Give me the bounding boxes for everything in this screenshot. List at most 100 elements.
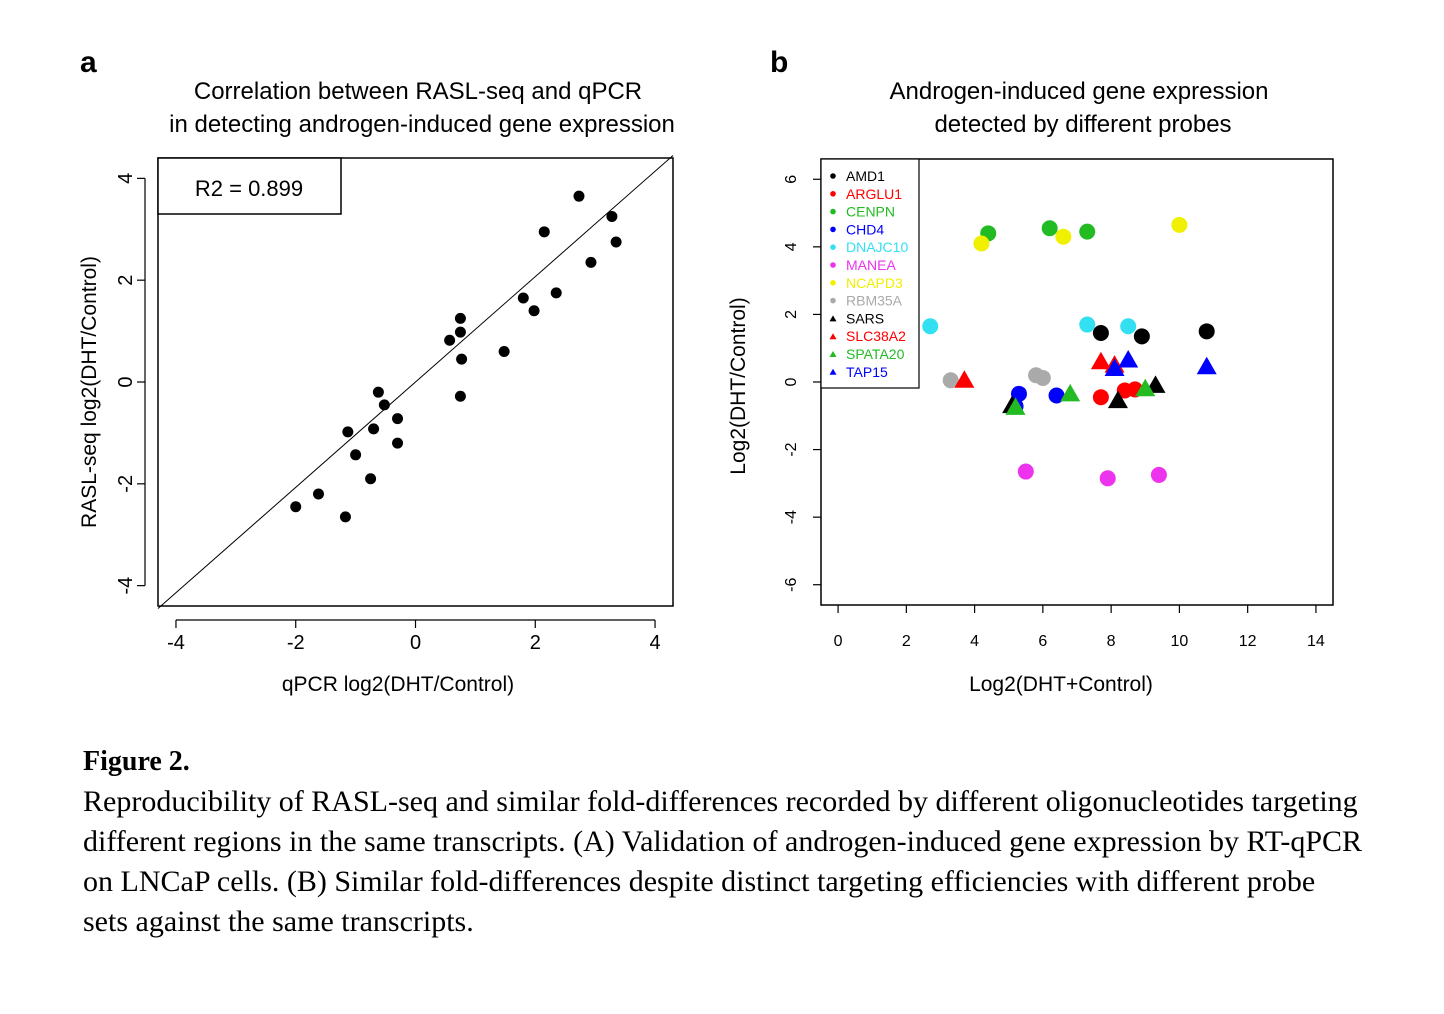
panel-a-points [290, 190, 622, 523]
panel-a-x-tick-label: 0 [410, 632, 421, 654]
panel-b-x-tick-label: 14 [1307, 633, 1325, 650]
panel-b-y-tick-label: 4 [783, 242, 800, 251]
panel-a-data-point [372, 386, 384, 398]
panel-a-data-point [573, 190, 585, 202]
panel-b-data-point-circle [1171, 216, 1188, 233]
panel-b-legend [820, 158, 920, 389]
legend-label: CENPN [846, 204, 895, 220]
legend-circle-icon [830, 244, 836, 250]
panel-b-data-point-triangle [1135, 378, 1156, 397]
legend-label: NCAPD3 [846, 275, 903, 291]
figure-2: a b Correlation between RASL-seq and qPC… [78, 46, 1334, 696]
panel-a-plot-frame [157, 157, 674, 607]
panel-a-data-point [454, 390, 466, 402]
panel-a-r2-box [157, 157, 342, 215]
panel-b-data-point-triangle [1196, 356, 1217, 375]
panel-b-data-point-circle [1092, 389, 1109, 406]
panel-a-data-point [368, 423, 380, 435]
panel-b-data-point-triangle [1107, 390, 1128, 409]
panel-b-data-point-triangle [1060, 383, 1081, 402]
panel-b-data-point-circle [1034, 369, 1051, 386]
panel-a-data-point [606, 211, 618, 223]
panel-b-data-point-circle [1120, 318, 1137, 335]
panel-b-data-point-circle [973, 235, 990, 252]
panel-b-title-line-1: Androgen-induced gene expression [890, 78, 1269, 105]
legend-label: AMD1 [846, 168, 885, 184]
panel-a-data-point [350, 449, 362, 461]
panel-a-data-point [365, 473, 377, 485]
panel-a-x-axis-label: qPCR log2(DHT/Control) [282, 673, 514, 696]
panel-b-data-point-circle [1099, 470, 1116, 487]
legend-circle-icon [830, 297, 836, 304]
panel-a-data-point [610, 236, 622, 248]
panel-a-data-point [538, 226, 550, 238]
panel-a-data-point [378, 399, 390, 411]
panel-a-y-axis-label: RASL-seq log2(DHT/Control) [78, 256, 101, 528]
panel-b-x-axis: 0 2 4 6 8 10 12 14 [834, 605, 1325, 650]
legend-circle-icon [830, 208, 836, 215]
legend-circle-icon [830, 280, 836, 286]
legend-circle-icon [830, 226, 836, 233]
panel-a-x-tick-label: -4 [167, 632, 185, 654]
panel-b-data-point-triangle [1005, 397, 1026, 415]
panel-a-data-point [342, 426, 354, 438]
panel-a-data-point [454, 326, 466, 338]
panel-a-y-tick-label: -4 [115, 577, 137, 595]
panel-b-data-point-triangle [1090, 351, 1111, 370]
legend-circle-icon [830, 191, 836, 197]
panel-b-y-tick-label: 0 [783, 377, 800, 386]
panel-a-data-point [585, 256, 597, 268]
panel-a-y-tick-label: -2 [115, 475, 137, 493]
panel-a-data-point [312, 488, 324, 500]
panel-b-y-tick-label: 6 [783, 175, 800, 184]
panel-b-x-tick-label: 4 [970, 633, 979, 650]
panel-b-data-point-circle [1017, 463, 1034, 480]
panel-a-data-point [454, 312, 466, 324]
panel-a-data-point [528, 305, 540, 317]
panel-b-x-tick-label: 2 [902, 633, 911, 650]
legend-label: SPATA20 [846, 346, 905, 362]
legend-label: MANEA [846, 257, 896, 273]
panel-b-y-axis-label: Log2(DHT/Control) [727, 297, 750, 474]
legend-label: SLC38A2 [846, 328, 906, 344]
panel-a-y-tick-label: 2 [115, 275, 137, 286]
legend-label: CHD4 [846, 221, 884, 237]
panel-b-data-point-circle [922, 318, 939, 335]
panel-b-data-point-circle [1010, 385, 1027, 402]
panel-b-data-point-circle [1079, 316, 1096, 333]
panel-b-y-tick-label: -2 [783, 442, 800, 456]
panel-a-title-line-1: Correlation between RASL-seq and qPCR [194, 78, 642, 105]
panel-a-data-point [392, 437, 404, 449]
legend-label: ARGLU1 [846, 186, 902, 202]
panel-a-scatter-chart: Correlation between RASL-seq and qPCR in… [78, 78, 675, 696]
panel-b-y-tick-label: -6 [783, 578, 800, 592]
panel-a-r2-label: R2 = 0.899 [195, 176, 303, 201]
panel-a-data-point [498, 345, 510, 357]
panel-a-y-axis: -4 -2 0 2 4 [115, 173, 146, 595]
legend-label: DNAJC10 [846, 239, 908, 255]
panel-b-letter: b [770, 46, 788, 79]
legend-triangle-icon [829, 368, 837, 375]
panel-a-data-point [456, 353, 468, 365]
panel-b-title-line-2: detected by different probes [934, 111, 1231, 138]
panel-b-x-tick-label: 0 [834, 633, 843, 650]
legend-label: SARS [846, 310, 884, 326]
panel-a-data-point [339, 511, 351, 523]
legend-triangle-icon [829, 315, 837, 322]
panel-b-y-tick-label: -4 [783, 510, 800, 524]
panel-b-scatter-chart: Androgen-induced gene expression detecte… [727, 78, 1334, 696]
panel-a-x-tick-label: 4 [649, 632, 660, 654]
panel-b-data-point-circle [1048, 387, 1065, 404]
legend-label: RBM35A [846, 293, 903, 309]
panel-a-data-point [392, 413, 404, 425]
panel-b-data-point-triangle [954, 370, 975, 388]
panel-a-x-tick-label: -2 [287, 632, 305, 654]
panel-a-data-point [290, 501, 302, 513]
panel-b-x-tick-label: 10 [1171, 633, 1189, 650]
panel-b-data-point-circle [1055, 228, 1072, 245]
panel-b-data-point-circle [1133, 328, 1150, 345]
panel-a-data-point [550, 287, 562, 299]
legend-circle-icon [830, 173, 836, 179]
legend-label: TAP15 [846, 364, 888, 380]
